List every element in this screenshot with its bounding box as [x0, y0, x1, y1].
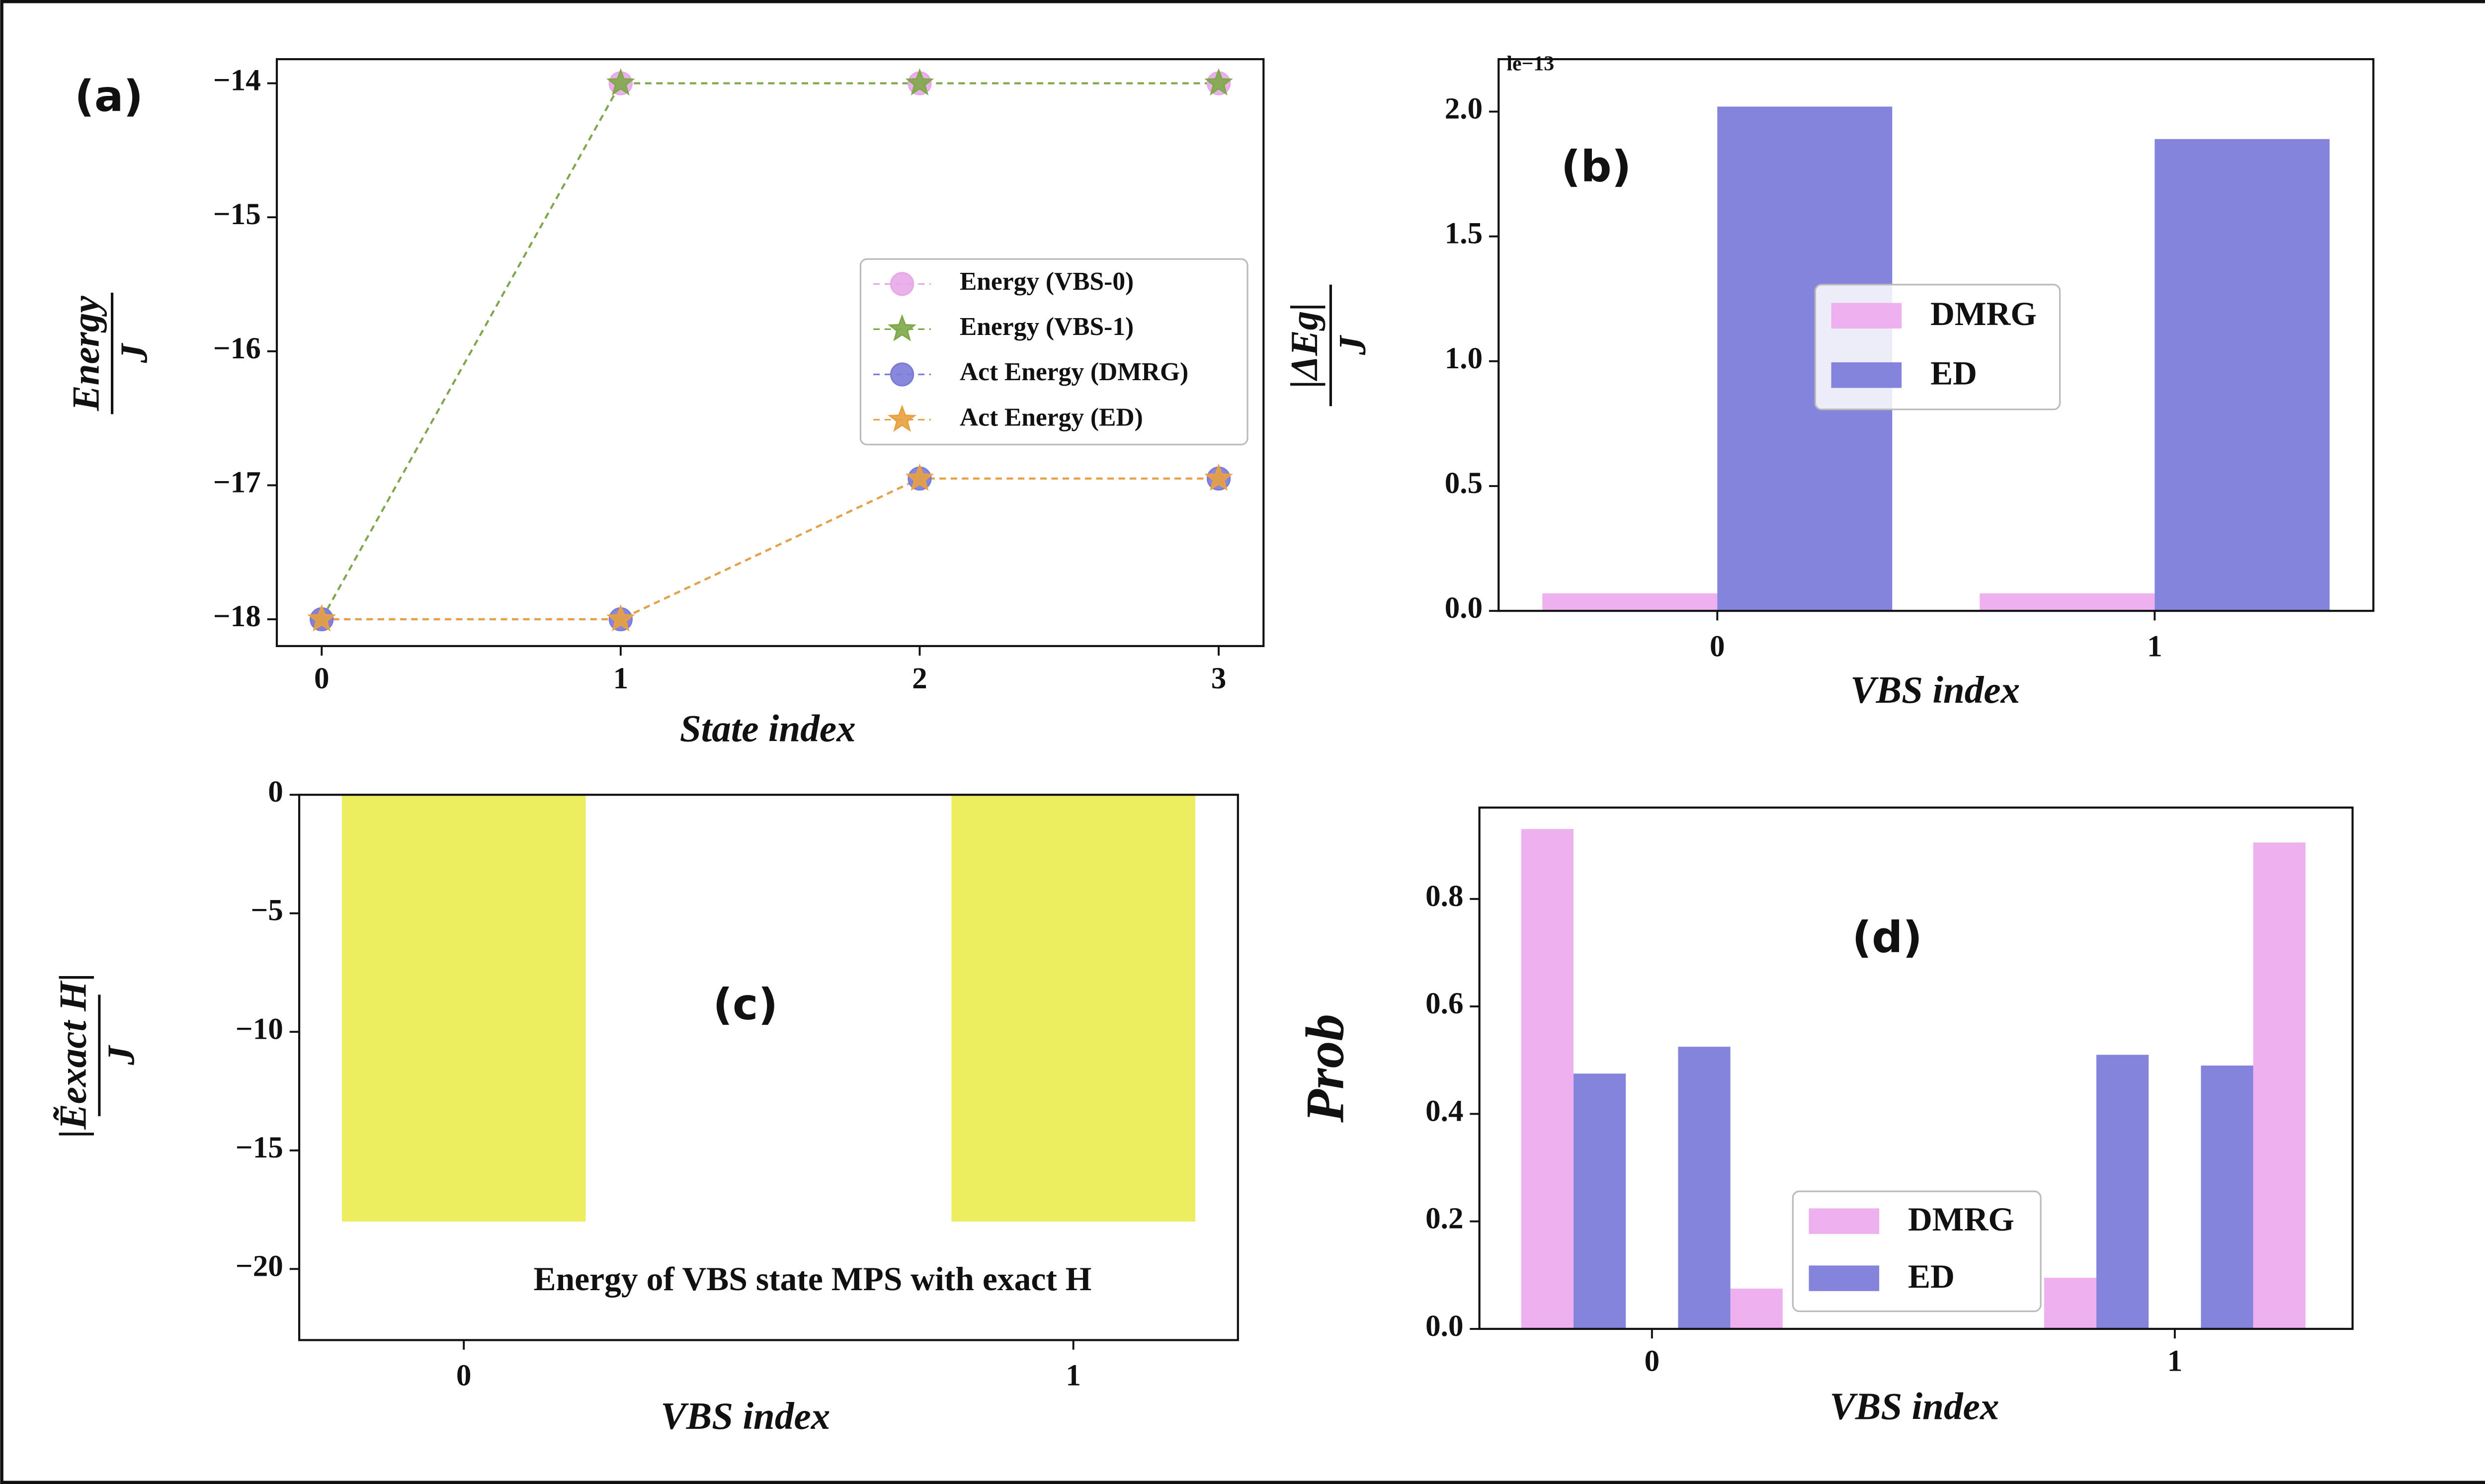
legend-label: ED [1930, 354, 1977, 392]
legend-label: DMRG [1908, 1201, 2014, 1238]
legend-label: Act Energy (ED) [960, 403, 1143, 431]
x-tick-label: 0 [1710, 630, 1725, 663]
x-axis-label: VBS index [1850, 668, 2020, 711]
legend-swatch [1809, 1208, 1880, 1234]
legend-swatch [1809, 1265, 1880, 1291]
legend-box [859, 258, 1248, 446]
star-marker [606, 68, 635, 96]
y-axis-label-denominator: J [99, 1045, 142, 1066]
line [321, 82, 1219, 620]
axes-frame [1497, 58, 2375, 612]
x-tick-label: 0 [314, 662, 330, 695]
star-marker [1204, 68, 1233, 96]
x-tick-label: 1 [613, 662, 629, 695]
x-tick-label: 0 [1645, 1345, 1660, 1378]
panel-label: (d) [1852, 912, 1922, 963]
annotation: Energy of VBS state MPS with exact H [534, 1260, 1092, 1298]
y-tick-label: 2.0 [1445, 92, 1483, 126]
x-axis-label: VBS index [1829, 1385, 1999, 1428]
bar [341, 795, 586, 1222]
star-marker [888, 314, 916, 341]
circle-marker [890, 272, 914, 296]
panel-label: (a) [75, 71, 143, 121]
offset-text: le−13 [1506, 53, 1554, 76]
bar [2096, 1055, 2149, 1329]
y-axis-label-text: Prob [1295, 1014, 1355, 1123]
y-tick-label: −14 [213, 64, 261, 97]
y-tick-label: 1.5 [1445, 217, 1483, 250]
circle-marker [890, 362, 914, 387]
y-axis-label: |Ẽexact H| J [52, 973, 143, 1138]
bar [1730, 1288, 1783, 1329]
y-axis-label: |ΔEg| J [1283, 284, 1374, 407]
legend-swatch [1831, 303, 1902, 329]
star-marker [905, 68, 934, 96]
x-tick-label: 1 [2167, 1345, 2183, 1378]
star-marker [307, 604, 336, 632]
y-tick-label: −5 [250, 894, 283, 927]
legend-label: Act Energy (DMRG) [960, 358, 1188, 386]
y-axis-label-numerator: |ΔEg| [1283, 303, 1325, 389]
x-tick-label: 1 [2147, 630, 2162, 663]
bar [1574, 1073, 1626, 1329]
panel-label: (c) [713, 980, 778, 1030]
y-tick-label: −17 [213, 466, 261, 499]
y-axis-label: Energy J [64, 292, 155, 414]
x-tick-label: 1 [1066, 1359, 1081, 1393]
star-marker [1204, 463, 1233, 491]
legend-swatch [1831, 362, 1902, 388]
y-axis-label-denominator: J [112, 342, 155, 363]
y-tick-label: 0 [268, 775, 283, 809]
panel-label: (b) [1561, 142, 1632, 192]
y-axis-label: Prob [1295, 1014, 1355, 1123]
x-axis-label: VBS index [661, 1395, 830, 1437]
y-tick-label: −16 [213, 332, 261, 365]
bar [1980, 593, 2155, 611]
bar [2253, 842, 2306, 1329]
legend-label: ED [1908, 1258, 1955, 1295]
y-tick-label: 0.5 [1445, 467, 1483, 500]
x-tick-label: 0 [456, 1359, 472, 1393]
line [322, 477, 1219, 621]
bar [1521, 829, 1574, 1329]
bar [1678, 1047, 1731, 1329]
y-tick-label: 0.0 [1425, 1310, 1463, 1343]
y-axis-label-denominator: J [1331, 334, 1374, 355]
star-marker [606, 604, 635, 632]
y-axis-label-numerator: Energy [64, 296, 107, 412]
legend-label: Energy (VBS-1) [960, 313, 1134, 341]
bar [2044, 1278, 2097, 1329]
axes-frame [275, 58, 1265, 648]
y-tick-label: −15 [236, 1131, 283, 1164]
y-tick-label: −18 [213, 600, 261, 633]
x-tick-label: 2 [912, 662, 927, 695]
y-axis-label-numerator: |Ẽexact H| [52, 973, 94, 1138]
y-tick-label: 0.2 [1425, 1202, 1463, 1236]
star-marker [905, 463, 934, 491]
y-tick-label: −20 [236, 1249, 283, 1283]
bar [951, 795, 1195, 1222]
bar [1542, 593, 1718, 611]
x-axis-label: State index [680, 707, 856, 749]
legend-label: Energy (VBS-0) [960, 267, 1134, 296]
bar [2201, 1065, 2253, 1329]
axes-frame [298, 794, 1239, 1341]
y-tick-label: −10 [236, 1012, 283, 1046]
y-tick-label: 0.0 [1445, 591, 1483, 625]
y-tick-label: −15 [213, 198, 261, 231]
axes-frame [1478, 806, 2354, 1330]
y-tick-label: 0.6 [1425, 987, 1463, 1020]
star-marker [888, 405, 916, 432]
x-tick-label: 3 [1211, 662, 1227, 695]
bar [2154, 139, 2330, 611]
y-tick-label: 1.0 [1445, 342, 1483, 375]
y-tick-label: 0.8 [1425, 880, 1463, 913]
legend-label: DMRG [1930, 295, 2037, 332]
y-tick-label: 0.4 [1425, 1094, 1463, 1128]
